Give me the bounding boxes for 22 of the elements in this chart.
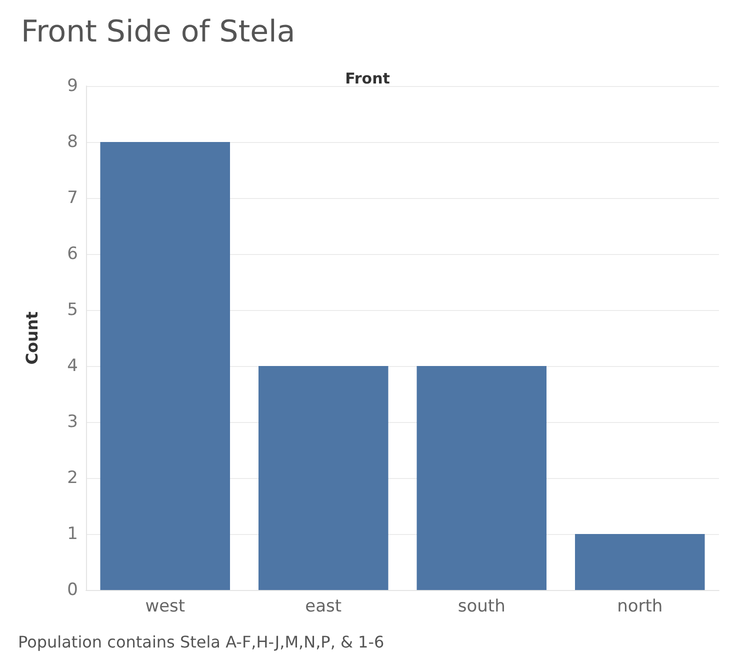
bar (258, 366, 388, 590)
bar (416, 366, 547, 590)
y-tick-label: 1 (67, 524, 78, 544)
y-tick-label: 7 (67, 188, 78, 208)
y-tick-label: 3 (67, 412, 78, 432)
x-tick-label: north (617, 596, 663, 616)
y-tick-label: 4 (67, 356, 78, 376)
chart-subtitle: Front (345, 70, 390, 88)
y-axis-title: Count (22, 311, 42, 365)
bar (100, 142, 230, 590)
y-tick-label: 5 (67, 300, 78, 320)
chart-title: Front Side of Stela (21, 14, 296, 50)
y-tick-label: 9 (67, 76, 78, 96)
x-tick-label: west (145, 596, 186, 616)
x-tick-label: south (458, 596, 506, 616)
text: Population contains Stela A-F,H-J,M,N,P, & 1-6 (18, 632, 384, 652)
y-tick-label: 6 (67, 244, 78, 264)
y-tick-label: 8 (67, 132, 78, 152)
y-tick-label: 0 (67, 580, 78, 600)
y-tick-label: 2 (67, 468, 78, 488)
bar (574, 534, 705, 590)
x-tick-label: east (305, 596, 342, 616)
